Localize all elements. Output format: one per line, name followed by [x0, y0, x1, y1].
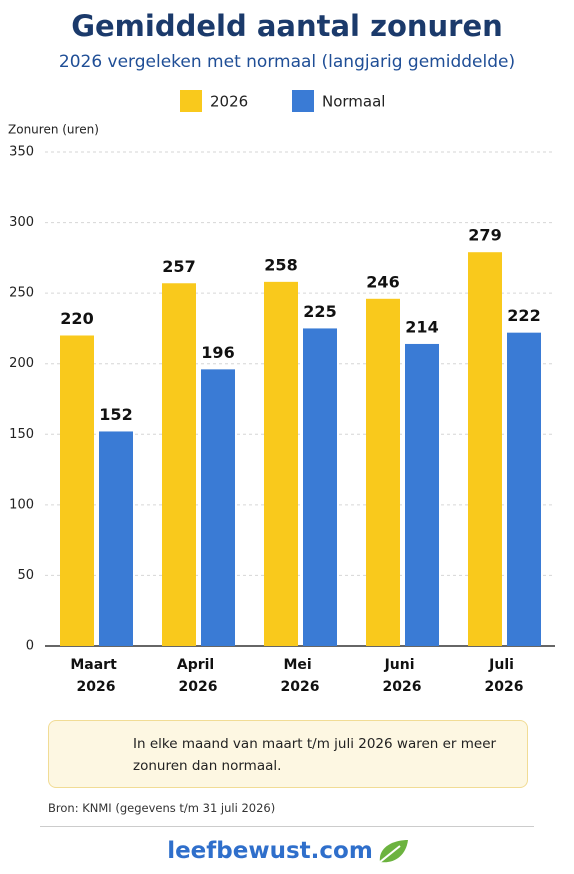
- bar: [507, 332, 541, 646]
- value-label: 222: [507, 306, 540, 325]
- source: Bron: KNMI (gegevens t/m 31 juli 2026): [48, 801, 276, 815]
- value-label: 257: [162, 257, 195, 276]
- y-tick-label: 100: [9, 497, 34, 512]
- leaf-icon: [379, 840, 408, 863]
- x-tick-label: Maart 2026: [70, 657, 121, 695]
- value-label: 220: [60, 309, 93, 328]
- footer-brand: leefbewust.com: [0, 838, 574, 864]
- y-tick-label: 150: [9, 427, 34, 442]
- bar: [405, 343, 439, 646]
- value-label: 152: [99, 405, 132, 424]
- legend-swatch: [292, 90, 314, 112]
- legend-label: Normaal: [322, 93, 385, 111]
- bar: [99, 431, 133, 646]
- legend-label: 2026: [210, 93, 248, 111]
- bar: [303, 328, 337, 646]
- legend-swatch: [180, 90, 202, 112]
- chart-subtitle: 2026 vergeleken met normaal (langjarig g…: [59, 52, 515, 72]
- chart-title: Gemiddeld aantal zonuren: [71, 9, 503, 43]
- value-label: 225: [303, 302, 336, 321]
- y-tick-label: 50: [17, 568, 34, 583]
- x-tick-label: Mei 2026: [281, 657, 320, 695]
- y-tick-label: 250: [9, 286, 34, 301]
- value-label: 214: [405, 317, 438, 336]
- value-label: 258: [264, 255, 297, 274]
- bar: [468, 252, 502, 646]
- bar: [162, 283, 196, 646]
- x-tick-label: Juni 2026: [383, 657, 422, 695]
- bar: [201, 369, 235, 646]
- y-tick-label: 300: [9, 215, 34, 230]
- y-tick-label: 0: [26, 639, 34, 654]
- bar: [264, 281, 298, 646]
- y-axis-label: Zonuren (uren): [8, 123, 99, 137]
- bar: [60, 335, 94, 646]
- y-tick-label: 350: [9, 145, 34, 160]
- note: In elke maand van maart t/m juli 2026 wa…: [48, 720, 528, 788]
- footer-text: leefbewust.com: [167, 838, 373, 864]
- bar: [366, 298, 400, 646]
- x-tick-label: Juli 2026: [485, 657, 524, 695]
- separator: [40, 826, 534, 827]
- x-tick-label: April 2026: [177, 657, 219, 695]
- y-tick-label: 200: [9, 356, 34, 371]
- value-label: 279: [468, 226, 501, 245]
- value-label: 246: [366, 272, 399, 291]
- value-label: 196: [201, 343, 234, 362]
